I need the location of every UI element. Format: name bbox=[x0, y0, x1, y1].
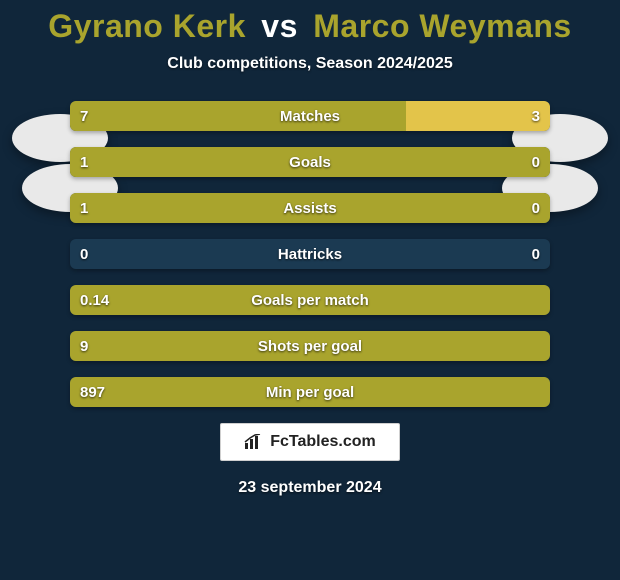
source-text: FcTables.com bbox=[270, 433, 376, 451]
player2-name: Marco Weymans bbox=[313, 8, 571, 44]
stat-bar-left bbox=[70, 101, 406, 131]
snapshot-date: 23 september 2024 bbox=[0, 479, 620, 497]
stat-bar-left bbox=[70, 331, 550, 361]
stat-row: Hattricks0 0 bbox=[70, 239, 550, 269]
stat-bar-right bbox=[406, 101, 550, 131]
stat-bar-left bbox=[70, 147, 550, 177]
stat-value-left: 0 bbox=[70, 239, 98, 269]
comparison-title: Gyrano Kerk vs Marco Weymans bbox=[0, 0, 620, 51]
stat-bar-left bbox=[70, 193, 550, 223]
stat-row: Assists10 bbox=[70, 193, 550, 223]
stat-row: Goals per match0.14 bbox=[70, 285, 550, 315]
stat-rows: Matches73 Goals10 Assists10 Hattricks0 0 Goal… bbox=[70, 101, 550, 407]
source-badge: FcTables.com bbox=[220, 423, 400, 461]
stat-row: Shots per goal9 bbox=[70, 331, 550, 361]
stat-bar-left bbox=[70, 285, 550, 315]
stat-label: Hattricks bbox=[70, 239, 550, 269]
stat-row: Min per goal897 bbox=[70, 377, 550, 407]
title-vs: vs bbox=[261, 8, 298, 44]
chart-icon bbox=[244, 434, 264, 450]
stat-value-right: 0 bbox=[522, 239, 550, 269]
stat-bar-left bbox=[70, 377, 550, 407]
stat-row: Goals10 bbox=[70, 147, 550, 177]
player1-name: Gyrano Kerk bbox=[48, 8, 246, 44]
stat-row: Matches73 bbox=[70, 101, 550, 131]
subtitle: Club competitions, Season 2024/2025 bbox=[0, 55, 620, 73]
